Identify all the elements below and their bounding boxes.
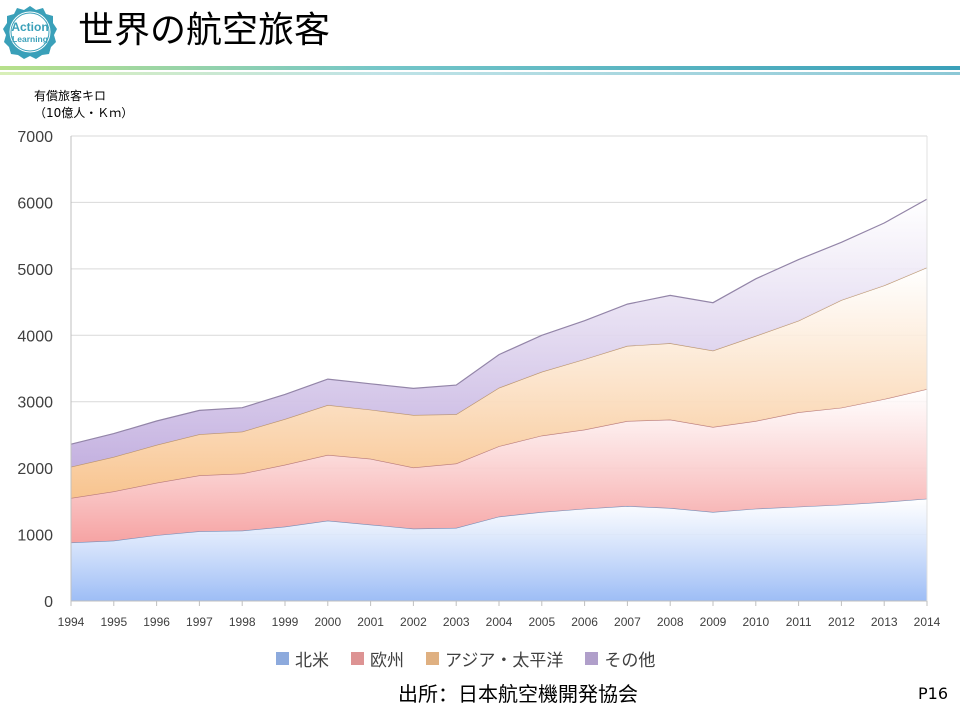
x-tick-label: 1997 [186, 615, 213, 629]
x-tick-label: 1995 [100, 615, 127, 629]
area-series-2 [71, 267, 927, 498]
x-tick-label: 2013 [871, 615, 898, 629]
legend-swatch-north-america [276, 651, 289, 665]
logo-badge [3, 6, 57, 59]
legend-label-asia-pacific: アジア・太平洋 [445, 650, 564, 671]
x-tick-label: 2007 [614, 615, 641, 629]
area-series-3 [71, 199, 927, 467]
legend-label-north-america: 北米 [295, 650, 329, 671]
x-tick-label: 2006 [571, 615, 598, 629]
x-tick-label: 2001 [357, 615, 384, 629]
logo-word-learning: Learning [12, 34, 48, 44]
page-title: 世界の航空旅客 [78, 10, 331, 51]
y-tick-label: 4000 [17, 328, 53, 345]
x-tick-label: 1996 [143, 615, 170, 629]
legend-item-north-america: 北米 [276, 646, 329, 671]
y-tick-label: 1000 [17, 528, 53, 545]
x-tick-label: 2008 [657, 615, 684, 629]
x-tick-label: 2012 [828, 615, 855, 629]
x-tick-label: 2005 [528, 615, 555, 629]
y-axis-unit-label: 有償旅客キロ （10億人・Ｋｍ） [34, 88, 133, 122]
logo-word-action: Action [11, 20, 48, 34]
y-axis-unit-line-2: （10億人・Ｋｍ） [34, 106, 134, 120]
x-tick-label: 1999 [272, 615, 299, 629]
stacked-area-chart: 0 1000 2000 3000 4000 5000 6000 7000 1994 1995 199… [17, 129, 941, 629]
y-axis-unit-line-1: 有償旅客キロ [34, 89, 107, 103]
legend-item-asia-pacific: アジア・太平洋 [426, 646, 563, 671]
legend-label-other: その他 [604, 650, 656, 671]
x-tick-label: 2009 [700, 615, 727, 629]
area-series-0 [71, 498, 927, 601]
x-tick-label: 2010 [742, 615, 769, 629]
x-tick-label: 1998 [229, 615, 256, 629]
y-tick-label: 3000 [17, 395, 53, 412]
y-tick-label: 5000 [17, 262, 53, 279]
header-rule [0, 66, 960, 70]
x-tick-label: 2004 [486, 615, 513, 629]
y-tick-label: 2000 [17, 461, 53, 478]
y-tick-label: 0 [44, 594, 53, 611]
legend-swatch-europe [351, 651, 364, 665]
x-tick-label: 2014 [914, 615, 941, 629]
action-learning-logo: Action Learning [3, 6, 57, 59]
x-tick-label: 2000 [314, 615, 341, 629]
legend-swatch-other [585, 651, 599, 665]
series-line-3 [70, 198, 928, 445]
legend-item-europe: 欧州 [351, 646, 404, 671]
x-tick-label: 2002 [400, 615, 427, 629]
y-tick-label: 7000 [17, 129, 53, 146]
legend-label-europe: 欧州 [370, 650, 404, 671]
x-tick-label: 1994 [58, 615, 85, 629]
chart-legend: 北米 欧州 アジア・太平洋 その他 [276, 646, 677, 671]
x-tick-label: 2011 [786, 615, 812, 629]
x-tick-label: 2003 [443, 615, 470, 629]
legend-swatch-asia-pacific [426, 651, 439, 665]
y-tick-label: 6000 [17, 195, 53, 212]
page-number: P16 [918, 684, 949, 703]
legend-item-other: その他 [585, 646, 655, 671]
header-rule-light [0, 72, 960, 75]
source-note: 出所：日本航空機開発協会 [398, 682, 638, 706]
